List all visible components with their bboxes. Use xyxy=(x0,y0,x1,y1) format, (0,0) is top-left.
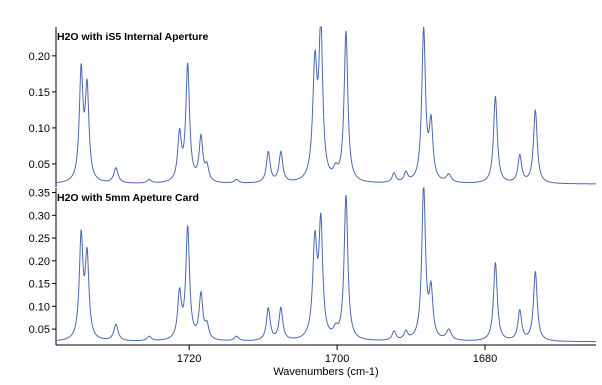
top-panel-y-ticks: 0.05 0.10 0.15 0.20 xyxy=(29,51,56,171)
x-axis-tick-label: 1700 xyxy=(325,353,349,365)
x-axis-tick-label: 1720 xyxy=(177,353,201,365)
top-panel-spectrum-line xyxy=(55,26,597,185)
top-panel-y-tick-label: 0.15 xyxy=(29,87,50,99)
bottom-panel-y-tick-label: 0.15 xyxy=(29,279,50,291)
bottom-panel-y-tick-label: 0.10 xyxy=(29,301,50,313)
x-axis-title: Wavenumbers (cm-1) xyxy=(273,366,378,378)
x-axis-tick-label: 1680 xyxy=(473,353,497,365)
bottom-panel-y-ticks: 0.05 0.10 0.15 0.20 0.25 0.30 0.35 xyxy=(29,188,56,336)
top-panel-title: H2O with iS5 Internal Aperture xyxy=(57,31,208,43)
bottom-panel-y-tick-label: 0.20 xyxy=(29,256,50,268)
top-panel-y-tick-label: 0.10 xyxy=(29,123,50,135)
bottom-panel-plot-area xyxy=(56,188,596,345)
bottom-panel-title: H2O with 5mm Apeture Card xyxy=(57,192,199,204)
top-panel-y-tick-label: 0.05 xyxy=(29,159,50,171)
top-panel-y-tick-label: 0.20 xyxy=(29,51,50,63)
top-panel: H2O with iS5 Internal Aperture 0.050.100… xyxy=(29,26,597,187)
bottom-panel-spectrum-line xyxy=(55,187,597,343)
x-axis-ticks: 1720 1700 1680 xyxy=(177,345,497,365)
top-panel-plot-area xyxy=(56,27,596,187)
bottom-panel: H2O with 5mm Apeture Card 0.050.100.150.… xyxy=(29,187,597,345)
bottom-panel-y-tick-label: 0.05 xyxy=(29,324,50,336)
bottom-panel-y-tick-label: 0.35 xyxy=(29,188,50,200)
bottom-panel-y-tick-label: 0.25 xyxy=(29,233,50,245)
bottom-panel-y-tick-label: 0.30 xyxy=(29,210,50,222)
